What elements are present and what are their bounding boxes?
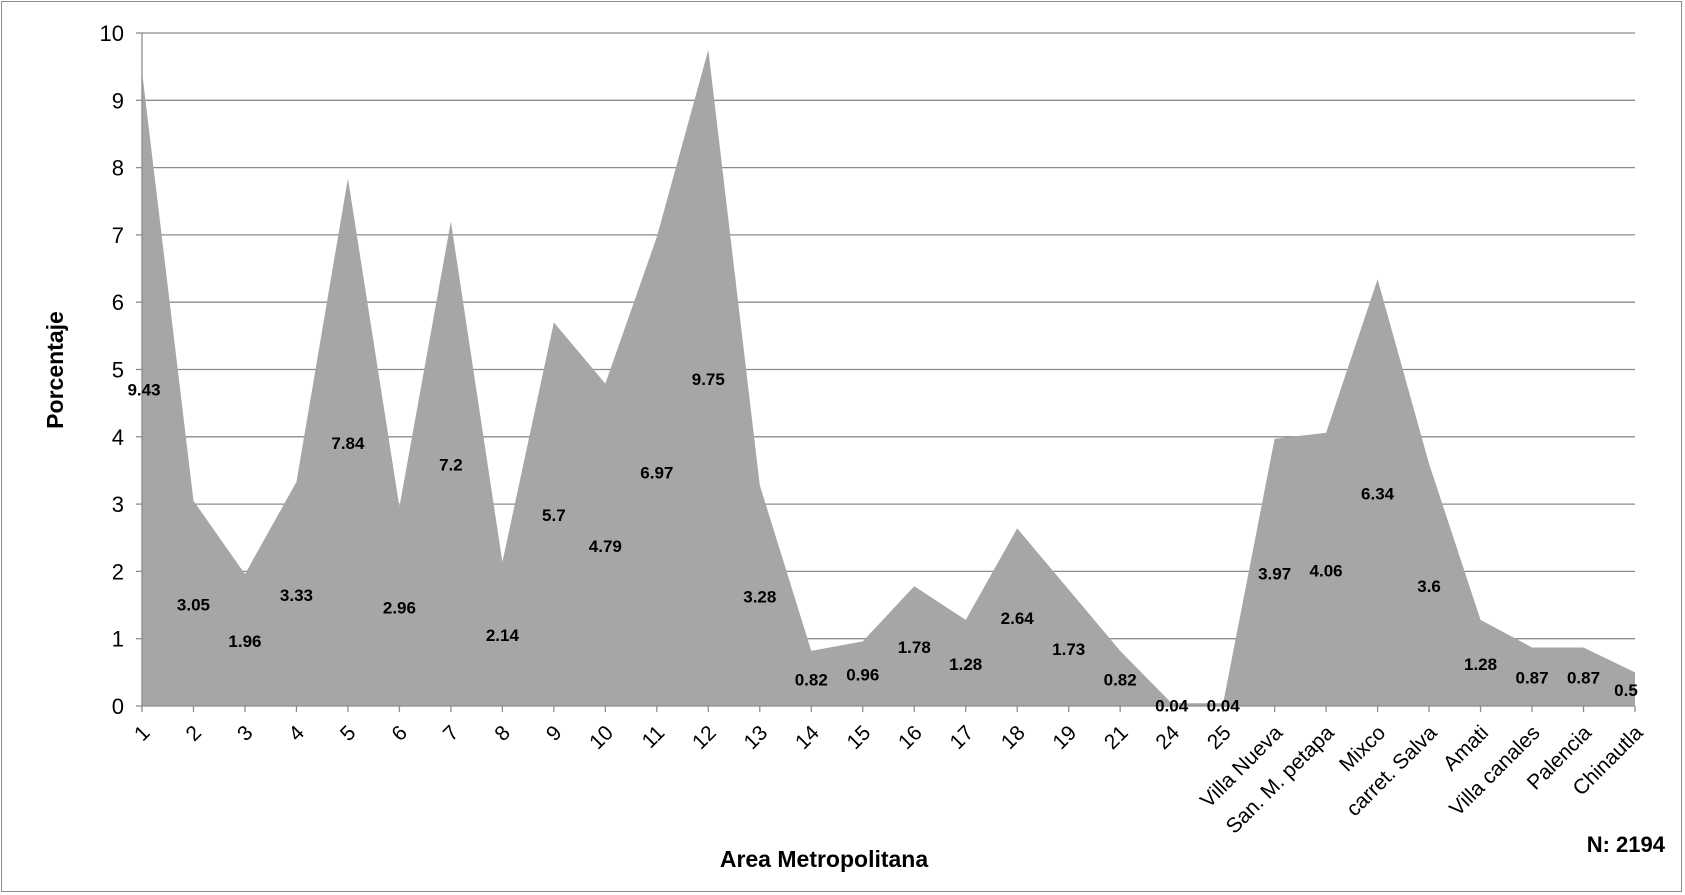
x-tick-label: 19 (1048, 721, 1081, 754)
y-axis-title: Porcentaje (42, 311, 68, 429)
data-label: 0.04 (1155, 697, 1189, 716)
y-tick-label: 7 (112, 223, 124, 248)
x-tick-label: 9 (542, 721, 567, 746)
x-tick-label: carret. Salva (1342, 721, 1442, 821)
x-tick-label: 24 (1151, 721, 1184, 754)
y-tick-label: 9 (112, 88, 124, 113)
x-tick-label: 4 (284, 721, 309, 746)
data-label: 0.82 (795, 670, 828, 689)
y-tick-label: 3 (112, 492, 124, 517)
data-label: 2.14 (486, 626, 520, 645)
y-tick-label: 5 (112, 358, 124, 383)
data-label: 0.87 (1515, 669, 1548, 688)
data-label: 3.97 (1258, 564, 1291, 583)
area-series (142, 49, 1635, 706)
data-label: 1.28 (949, 655, 982, 674)
data-label: 3.33 (280, 586, 313, 605)
y-tick-label: 6 (112, 290, 124, 315)
data-label: 3.05 (177, 595, 210, 614)
y-tick-label: 10 (100, 21, 124, 46)
data-label: 5.7 (542, 506, 566, 525)
x-tick-label: 6 (387, 721, 412, 746)
data-label: 0.96 (846, 666, 879, 685)
y-tick-label: 1 (112, 627, 124, 652)
sample-size-note: N: 2194 (1586, 832, 1665, 857)
data-label: 1.78 (898, 638, 931, 657)
data-label: 1.96 (228, 632, 261, 651)
y-tick-label: 0 (112, 694, 124, 719)
data-label: 4.06 (1310, 561, 1343, 580)
data-label: 6.34 (1361, 485, 1395, 504)
data-label: 3.6 (1417, 577, 1441, 596)
x-tick-label: 15 (843, 721, 876, 754)
y-tick-label: 2 (112, 559, 124, 584)
data-label: 6.97 (640, 463, 673, 482)
x-tick-label: 11 (638, 721, 670, 753)
data-label: 4.79 (589, 537, 622, 556)
data-label: 2.64 (1001, 609, 1035, 628)
x-tick-label: 2 (181, 721, 206, 746)
x-tick-label: 17 (945, 721, 978, 754)
data-label: 2.96 (383, 598, 416, 617)
x-tick-label: 18 (997, 721, 1030, 754)
data-label: 1.73 (1052, 640, 1085, 659)
x-tick-label: 7 (439, 721, 464, 746)
data-label: 0.5 (1614, 681, 1638, 700)
x-tick-label: 1 (130, 721, 155, 746)
data-label: 7.2 (439, 456, 463, 475)
x-axis-title: Area Metropolitana (720, 846, 929, 872)
data-label: 0.87 (1567, 669, 1600, 688)
x-tick-label: 10 (585, 721, 618, 754)
data-label: 1.28 (1464, 655, 1497, 674)
data-label: 0.82 (1104, 670, 1137, 689)
data-label: 7.84 (331, 434, 365, 453)
x-tick-label: 21 (1100, 721, 1133, 754)
data-label: 0.04 (1207, 697, 1241, 716)
x-tick-label: 5 (336, 721, 361, 746)
y-tick-label: 8 (112, 156, 124, 181)
x-tick-label: 12 (688, 721, 721, 754)
data-label: 9.75 (692, 370, 725, 389)
data-label: 3.28 (743, 588, 776, 607)
x-tick-label: 3 (233, 721, 258, 746)
data-label: 9.43 (127, 381, 160, 400)
x-tick-label: 16 (894, 721, 927, 754)
x-tick-label: 13 (740, 721, 773, 754)
x-tick-label: 14 (791, 721, 824, 754)
x-tick-label: 8 (490, 721, 515, 746)
y-tick-label: 4 (112, 425, 124, 450)
x-tick-label: 25 (1203, 721, 1236, 754)
